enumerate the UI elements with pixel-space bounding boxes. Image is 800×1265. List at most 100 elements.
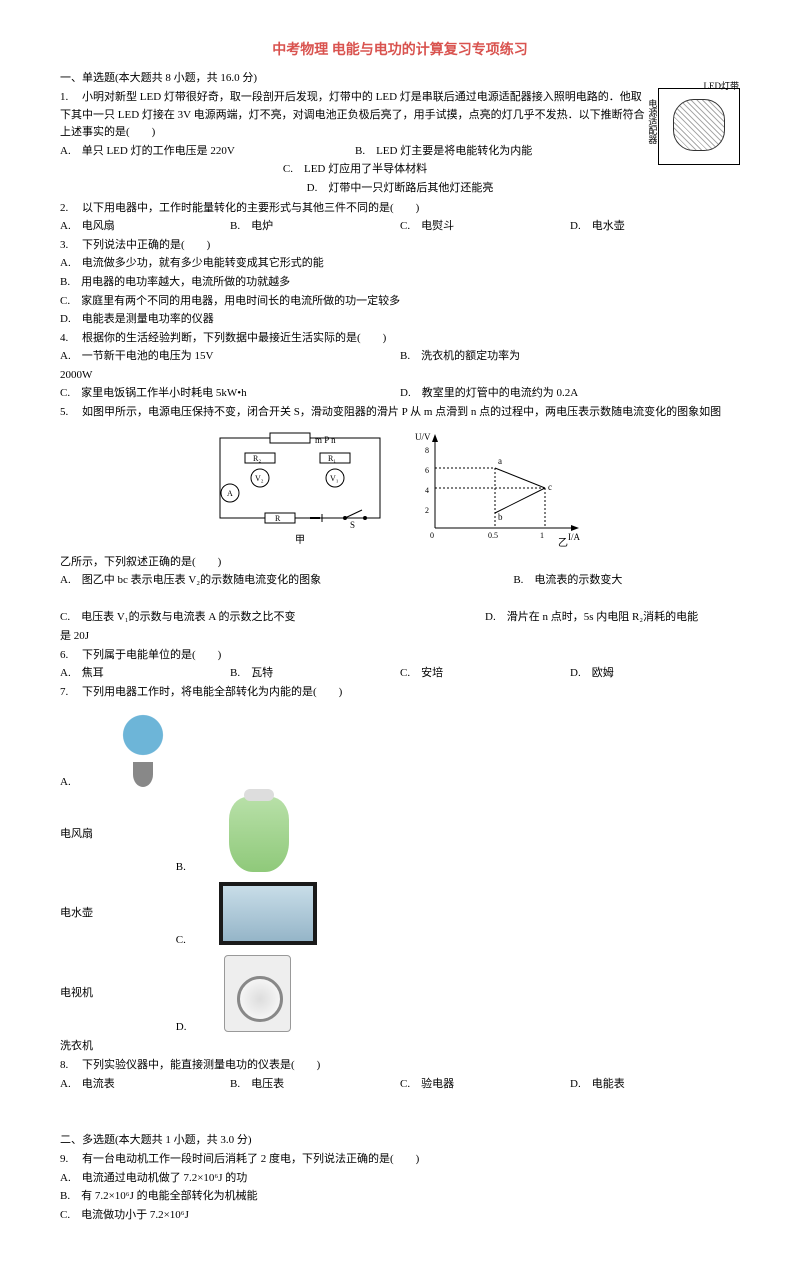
svg-text:6: 6 [425, 466, 429, 475]
q6-D: D. 欧姆 [570, 665, 740, 683]
svg-text:V₁: V₁ [330, 474, 339, 483]
q7-text: 下列用电器工作时，将电能全部转化为内能的是( ) [71, 686, 342, 698]
q7-C-row: 电水壶 C. [60, 878, 740, 949]
q9-text: 有一台电动机工作一段时间后消耗了 2 度电，下列说法正确的是( ) [71, 1153, 419, 1165]
q4-A: A. 一节新干电池的电压为 15V [60, 348, 400, 366]
q9-num: 9. [60, 1153, 68, 1165]
q5-A: A. 图乙中 bc 表示电压表 V₂的示数随电流变化的图象 [60, 572, 513, 590]
xlabel: I/A [568, 532, 580, 542]
circuit-diagram: m P n R₁ R₂ V₂ V₁ A R S 甲 [210, 428, 390, 548]
tv-icon [219, 882, 317, 945]
q3-C: C. 家庭里有两个不同的用电器，用电时间长的电流所做的功一定较多 [60, 293, 740, 311]
q7-B-label: B. [176, 859, 186, 877]
q5-num: 5. [60, 406, 68, 418]
q2: 2. 以下用电器中，工作时能量转化的主要形式与其他三件不同的是( ) [60, 200, 740, 218]
q8: 8. 下列实验仪器中，能直接测量电功的仪表是( ) [60, 1057, 740, 1075]
svg-text:0.5: 0.5 [488, 531, 498, 540]
svg-text:a: a [498, 456, 502, 466]
q7: 7. 下列用电器工作时，将电能全部转化为内能的是( ) [60, 684, 740, 702]
q2-text: 以下用电器中，工作时能量转化的主要形式与其他三件不同的是( ) [71, 202, 419, 214]
q9-B: B. 有 7.2×10⁶J 的电能全部转化为机械能 [60, 1188, 740, 1206]
q7-D-row: 电视机 D. [60, 951, 740, 1036]
q4-num: 4. [60, 332, 68, 344]
q8-num: 8. [60, 1059, 68, 1071]
svg-text:R₁: R₁ [328, 454, 336, 463]
q8-opts: A. 电流表 B. 电压表 C. 验电器 D. 电能表 [60, 1076, 740, 1094]
q9-A: A. 电流通过电动机做了 7.2×10⁶J 的功 [60, 1170, 740, 1188]
svg-text:c: c [548, 482, 552, 492]
q7-A-label: A. [60, 774, 71, 792]
q7-B-name: 电水壶 [60, 907, 93, 919]
q4-text: 根据你的生活经验判断，下列数据中最接近生活实际的是( ) [71, 332, 386, 344]
q8-B: B. 电压表 [230, 1076, 400, 1094]
ui-graph: U/V I/A 8 6 4 2 0 0.5 1 a b c 乙 [410, 428, 590, 548]
svg-text:b: b [498, 512, 503, 522]
q4-B: B. 洗衣机的额定功率为 [400, 348, 740, 366]
svg-text:8: 8 [425, 446, 429, 455]
q6: 6. 下列属于电能单位的是( ) [60, 647, 740, 665]
q7-D-name: 洗衣机 [60, 1038, 740, 1056]
svg-text:乙: 乙 [558, 537, 568, 548]
q7-C-label: C. [176, 932, 186, 950]
q9: 9. 有一台电动机工作一段时间后消耗了 2 度电，下列说法正确的是( ) [60, 1151, 740, 1169]
q5-figures: m P n R₁ R₂ V₂ V₁ A R S 甲 U/V I/A 8 6 4 … [60, 428, 740, 548]
q2-D: D. 电水壶 [570, 218, 740, 236]
q1-A: A. 单只 LED 灯的工作电压是 220V [60, 143, 355, 161]
section1-header: 一、单选题(本大题共 8 小题，共 16.0 分) [60, 70, 740, 88]
svg-text:S: S [350, 520, 355, 530]
adapter-label: 电源适配器 [645, 99, 659, 144]
svg-text:R: R [275, 514, 281, 523]
q7-A-row: A. [60, 703, 740, 791]
q3-text: 下列说法中正确的是( ) [71, 239, 210, 251]
q1-B: B. LED 灯主要是将电能转化为内能 [355, 143, 650, 161]
q6-num: 6. [60, 649, 68, 661]
page-title: 中考物理 电能与电功的计算复习专项练习 [60, 40, 740, 62]
q5-C: C. 电压表 V₁的示数与电流表 A 的示数之比不变 [60, 609, 485, 627]
q7-B-row: 电风扇 B. [60, 793, 740, 876]
q8-C: C. 验电器 [400, 1076, 570, 1094]
q3-B: B. 用电器的电功率越大，电流所做的功就越多 [60, 274, 740, 292]
svg-text:甲: 甲 [295, 535, 305, 546]
kettle-icon [229, 797, 289, 872]
q6-C: C. 安培 [400, 665, 570, 683]
q2-opts: A. 电风扇 B. 电炉 C. 电熨斗 D. 电水壶 [60, 218, 740, 236]
q7-num: 7. [60, 686, 68, 698]
q1-D: D. 灯带中一只灯断路后其他灯还能亮 [60, 180, 740, 198]
q6-B: B. 瓦特 [230, 665, 400, 683]
q3: 3. 下列说法中正确的是( ) [60, 237, 740, 255]
q5: 5. 如图甲所示，电源电压保持不变，闭合开关 S，滑动变阻器的滑片 P 从 m … [60, 404, 740, 422]
svg-text:m P n: m P n [315, 435, 336, 445]
q4-D: D. 教室里的灯管中的电流约为 0.2A [400, 385, 740, 403]
q4-row2: C. 家里电饭锅工作半小时耗电 5kW•h D. 教室里的灯管中的电流约为 0.… [60, 385, 740, 403]
q1-figure: 电源适配器 [658, 88, 740, 165]
q3-D: D. 电能表是测量电功率的仪器 [60, 311, 740, 329]
q1-C: C. LED 灯应用了半导体材料 [60, 161, 740, 179]
q5-D: D. 滑片在 n 点时，5s 内电阻 R₂消耗的电能 [485, 609, 740, 627]
q8-A: A. 电流表 [60, 1076, 230, 1094]
q4-B2: 2000W [60, 367, 740, 385]
q4: 4. 根据你的生活经验判断，下列数据中最接近生活实际的是( ) [60, 330, 740, 348]
q7-D-label: D. [176, 1019, 187, 1037]
svg-text:1: 1 [540, 531, 544, 540]
q2-C: C. 电熨斗 [400, 218, 570, 236]
q2-A: A. 电风扇 [60, 218, 230, 236]
q5-B: B. 电流表的示数变大 [513, 572, 740, 590]
svg-text:V₂: V₂ [255, 474, 264, 483]
ylabel: U/V [415, 432, 431, 442]
q1-row1: A. 单只 LED 灯的工作电压是 220V B. LED 灯主要是将电能转化为… [60, 143, 650, 161]
q6-A: A. 焦耳 [60, 665, 230, 683]
svg-text:A: A [227, 489, 233, 498]
q9-C: C. 电流做功小于 7.2×10⁶J [60, 1207, 740, 1225]
q5-tail: 乙所示，下列叙述正确的是( ) [60, 554, 740, 572]
adapter-sketch [673, 99, 725, 151]
q2-B: B. 电炉 [230, 218, 400, 236]
q4-row1: A. 一节新干电池的电压为 15V B. 洗衣机的额定功率为 [60, 348, 740, 366]
q3-A: A. 电流做多少功，就有多少电能转变成其它形式的能 [60, 255, 740, 273]
svg-text:R₂: R₂ [253, 454, 261, 463]
q1-num: 1. [60, 91, 68, 103]
q6-text: 下列属于电能单位的是( ) [71, 649, 221, 661]
q7-C-name: 电视机 [60, 987, 93, 999]
q3-num: 3. [60, 239, 68, 251]
svg-text:2: 2 [425, 506, 429, 515]
q8-D: D. 电能表 [570, 1076, 740, 1094]
